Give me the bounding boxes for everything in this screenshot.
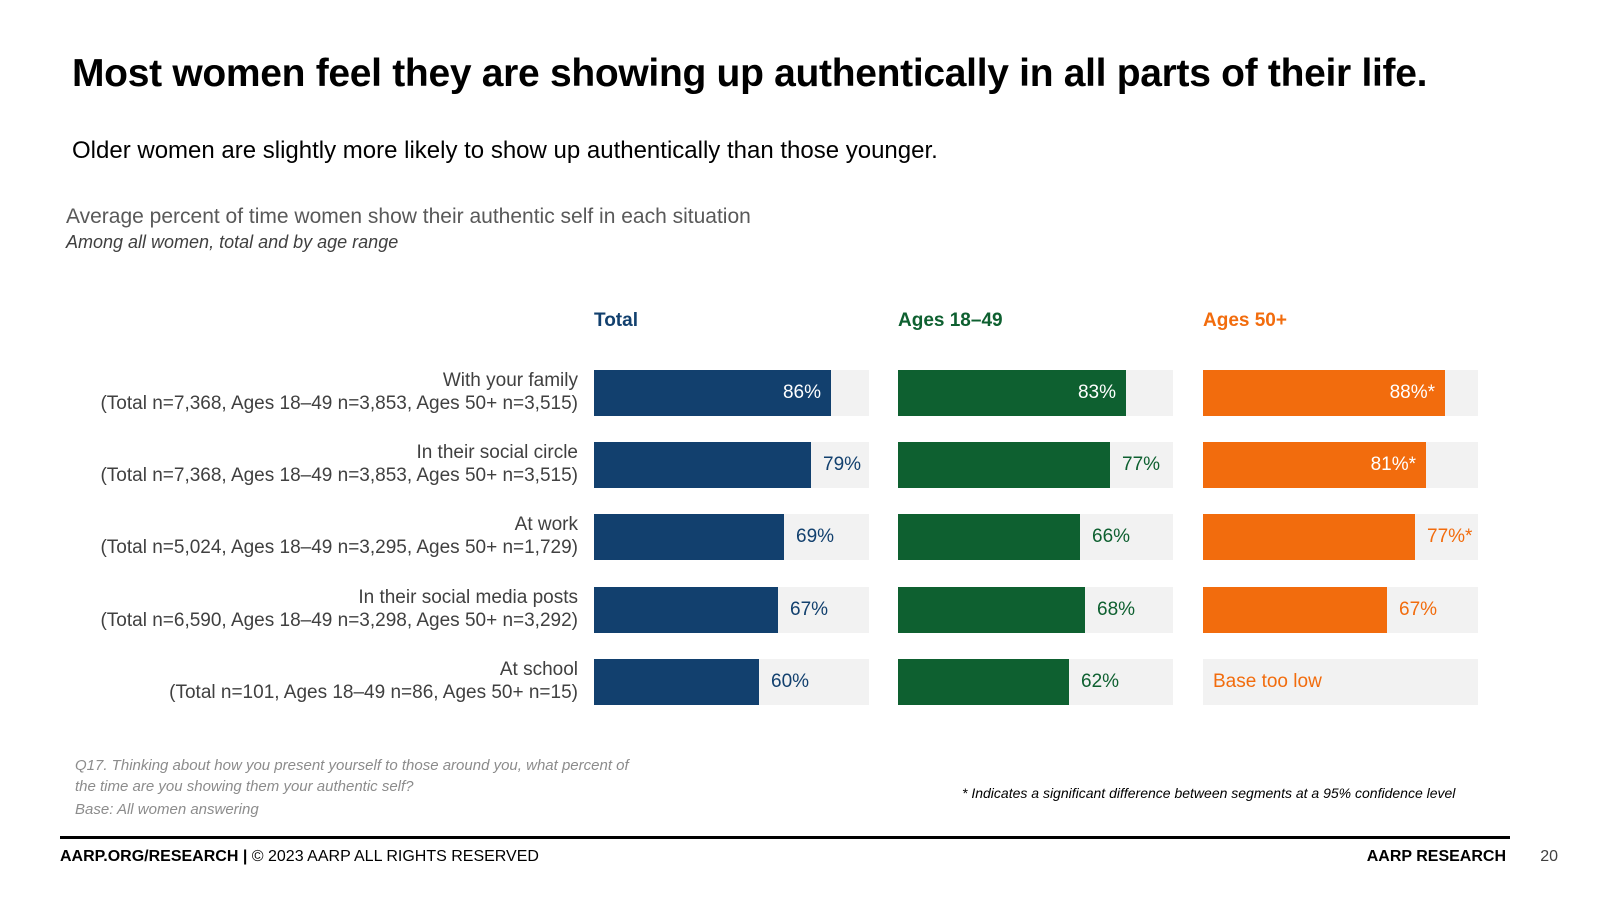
bar-value-label: 62% (1081, 671, 1120, 692)
bar-value-label: 77%* (1427, 526, 1473, 547)
bar-track: 67% (1203, 587, 1478, 633)
bar (898, 442, 1110, 488)
row-label-name: With your family (442, 370, 578, 391)
slide-title: Most women feel they are showing up auth… (72, 52, 1428, 95)
chart-title: Average percent of time women show their… (66, 205, 751, 228)
bar-value-label: 86% (782, 382, 821, 403)
bar-track: 88%* (1203, 370, 1478, 416)
bar-value-label: 68% (1097, 599, 1136, 620)
bar-track: 77%* (1203, 514, 1478, 560)
panel-header-2: Ages 50+ (1203, 310, 1287, 331)
bar-track: 62% (898, 659, 1173, 705)
row-label-name: In their social circle (416, 442, 578, 463)
footer-brand: AARP RESEARCH (1366, 848, 1506, 865)
bar-value-label: 60% (771, 671, 810, 692)
bar-track: 81%* (1203, 442, 1478, 488)
bar-value-label: 79% (823, 454, 862, 475)
row-label-base: (Total n=101, Ages 18–49 n=86, Ages 50+ … (169, 682, 578, 703)
row-label: In their social media posts (Total n=6,59… (18, 586, 578, 632)
chart-subtitle: Among all women, total and by age range (66, 232, 399, 252)
bar-value-label: 69% (796, 526, 835, 547)
row-label-name: At school (499, 659, 578, 680)
bar (594, 659, 759, 705)
bar-value-label: 67% (1399, 599, 1438, 620)
bar-track: 67% (594, 587, 869, 633)
bar-track: 68% (898, 587, 1173, 633)
bar-value-label: Base too low (1213, 671, 1322, 692)
bar-value-label: 67% (790, 599, 829, 620)
bar (898, 587, 1085, 633)
bar (594, 514, 784, 560)
panel-header-0: Total (594, 310, 638, 331)
bar-track: 79% (594, 442, 869, 488)
footer-copyright: AARP.ORG/RESEARCH | © 2023 AARP ALL RIGH… (60, 848, 539, 866)
bar-value-label: 81%* (1370, 454, 1416, 475)
question-note: Q17. Thinking about how you present your… (75, 757, 629, 795)
bar-track: 83% (898, 370, 1173, 416)
bar (898, 659, 1069, 705)
row-label: With your family (Total n=7,368, Ages 18–… (18, 369, 578, 415)
bar-track: 66% (898, 514, 1173, 560)
footer-copyright-text: © 2023 AARP ALL RIGHTS RESERVED (247, 848, 539, 865)
bar-track: Base too low (1203, 659, 1478, 705)
footer-divider (60, 836, 1510, 839)
row-label: At work (Total n=5,024, Ages 18–49 n=3,29… (18, 513, 578, 559)
bar (594, 587, 778, 633)
row-label: In their social circle (Total n=7,368, Ag… (18, 441, 578, 487)
bar (594, 370, 831, 416)
bar (1203, 442, 1426, 488)
bar-track: 86% (594, 370, 869, 416)
significance-note: * Indicates a significant difference bet… (962, 785, 1456, 801)
bar (1203, 587, 1387, 633)
bar-track: 69% (594, 514, 869, 560)
row-label: At school (Total n=101, Ages 18–49 n=86, … (18, 658, 578, 704)
slide-subtitle: Older women are slightly more likely to … (72, 137, 938, 164)
bar-track: 77% (898, 442, 1173, 488)
footer-site-link[interactable]: AARP.ORG/RESEARCH | (60, 848, 248, 865)
bar (1203, 514, 1415, 560)
bar-value-label: 83% (1077, 382, 1116, 403)
row-label-name: In their social media posts (358, 587, 578, 608)
bar-track: 60% (594, 659, 869, 705)
row-label-base: (Total n=7,368, Ages 18–49 n=3,853, Ages… (100, 393, 578, 414)
bar (1203, 370, 1445, 416)
row-label-base: (Total n=5,024, Ages 18–49 n=3,295, Ages… (100, 537, 578, 558)
bar-value-label: 66% (1092, 526, 1131, 547)
bar-value-label: 77% (1122, 454, 1161, 475)
bar (594, 442, 811, 488)
row-label-base: (Total n=6,590, Ages 18–49 n=3,298, Ages… (100, 610, 578, 631)
bar (898, 514, 1080, 560)
bar (898, 370, 1126, 416)
row-label-name: At work (514, 514, 578, 535)
panel-header-1: Ages 18–49 (898, 310, 1003, 331)
bar-value-label: 88%* (1389, 382, 1435, 403)
row-label-base: (Total n=7,368, Ages 18–49 n=3,853, Ages… (100, 465, 578, 486)
base-note: Base: All women answering (75, 801, 259, 818)
page-number: 20 (1540, 848, 1558, 865)
